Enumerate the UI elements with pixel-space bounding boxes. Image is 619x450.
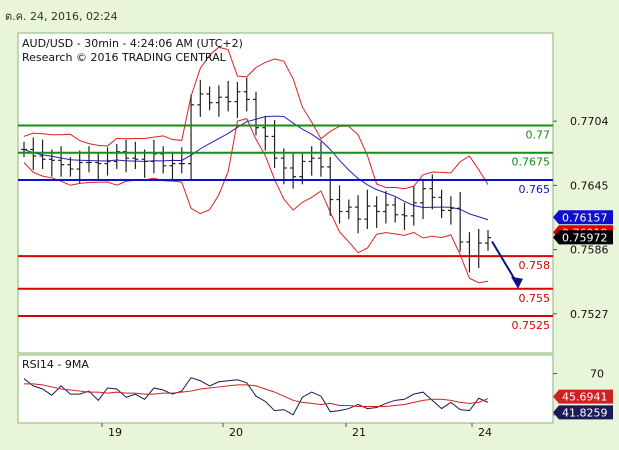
price-bar <box>206 86 213 111</box>
price-bar <box>447 196 454 225</box>
y-tick-label: 0.7586 <box>570 244 609 257</box>
price-bar <box>243 77 250 112</box>
price-bar <box>76 150 83 184</box>
price-bar <box>410 186 417 226</box>
bollinger-lower <box>23 118 489 284</box>
price-bar <box>178 147 185 174</box>
price-bar <box>132 141 139 170</box>
price-bar <box>336 185 343 224</box>
x-day-label: 24 <box>478 426 492 439</box>
price-bar <box>364 189 371 229</box>
price-bar <box>234 81 241 118</box>
svg-text:0.75972: 0.75972 <box>562 231 608 244</box>
price-bar <box>392 197 399 223</box>
x-day-label: 19 <box>108 426 122 439</box>
price-bar <box>253 91 259 136</box>
price-bar <box>438 189 445 219</box>
price-bar <box>457 191 464 252</box>
price-bar <box>58 146 65 177</box>
price-bar <box>317 141 324 177</box>
chart-subtitle: Research © 2016 TRADING CENTRAL <box>22 51 227 64</box>
rsi-badge: 45.6941 <box>553 389 613 404</box>
price-bar <box>113 144 120 170</box>
level-label: 0.7525 <box>512 319 551 332</box>
price-bar <box>67 157 74 177</box>
rsi-tick-label: 70 <box>590 368 604 381</box>
price-bar <box>95 152 102 180</box>
datestamp: ต.ค. 24, 2016, 02:24 <box>5 10 118 23</box>
price-bar <box>355 195 362 234</box>
price-bar <box>271 120 278 168</box>
bollinger-upper <box>23 46 489 190</box>
svg-text:41.8259: 41.8259 <box>562 406 608 419</box>
price-bar <box>169 151 176 180</box>
rsi-line <box>23 377 489 416</box>
main-plot-area <box>17 32 554 354</box>
price-bar <box>308 146 315 176</box>
price-bar <box>197 79 204 117</box>
level-label: 0.7675 <box>512 156 551 169</box>
level-label: 0.755 <box>519 292 551 305</box>
price-bar <box>30 137 37 171</box>
svg-text:0.76157: 0.76157 <box>562 211 608 224</box>
price-bar <box>225 80 232 112</box>
price-bar <box>188 95 195 180</box>
level-label: 0.758 <box>519 259 551 272</box>
svg-text:45.6941: 45.6941 <box>562 391 608 404</box>
chart-title: AUD/USD - 30min - 4:24:06 AM (UTC+2) <box>22 37 243 50</box>
price-bar <box>345 199 352 220</box>
y-tick-label: 0.7704 <box>570 115 609 128</box>
price-bar <box>485 230 491 251</box>
rsi-ma-line <box>24 383 489 408</box>
y-tick-label: 0.7527 <box>570 308 609 321</box>
level-label: 0.77 <box>526 129 551 142</box>
price-badge: 0.75972 <box>553 230 613 245</box>
price-bar <box>262 115 269 151</box>
y-tick-label: 0.7645 <box>570 179 609 192</box>
price-bar <box>327 157 334 216</box>
price-bar <box>21 141 27 158</box>
x-day-label: 21 <box>352 426 366 439</box>
price-bar <box>48 149 55 177</box>
price-bar <box>141 149 148 178</box>
x-day-label: 20 <box>229 426 243 439</box>
price-bar <box>382 190 389 224</box>
price-bar <box>280 148 287 185</box>
price-bar <box>85 146 92 173</box>
forecast-arrowhead <box>511 276 523 289</box>
level-label: 0.765 <box>519 183 551 196</box>
rsi-badge: 41.8259 <box>553 405 613 420</box>
price-badge: 0.76157 <box>553 210 613 225</box>
price-bar <box>215 85 222 117</box>
rsi-title: RSI14 - 9MA <box>22 358 89 371</box>
price-bar <box>150 139 157 174</box>
price-bar <box>123 139 130 173</box>
price-bar <box>39 139 46 170</box>
rsi-plot-area <box>17 354 554 424</box>
price-bar <box>373 196 380 228</box>
price-bar <box>160 146 167 174</box>
price-bar <box>420 178 427 220</box>
price-bar <box>401 202 408 231</box>
price-bar <box>290 153 297 189</box>
